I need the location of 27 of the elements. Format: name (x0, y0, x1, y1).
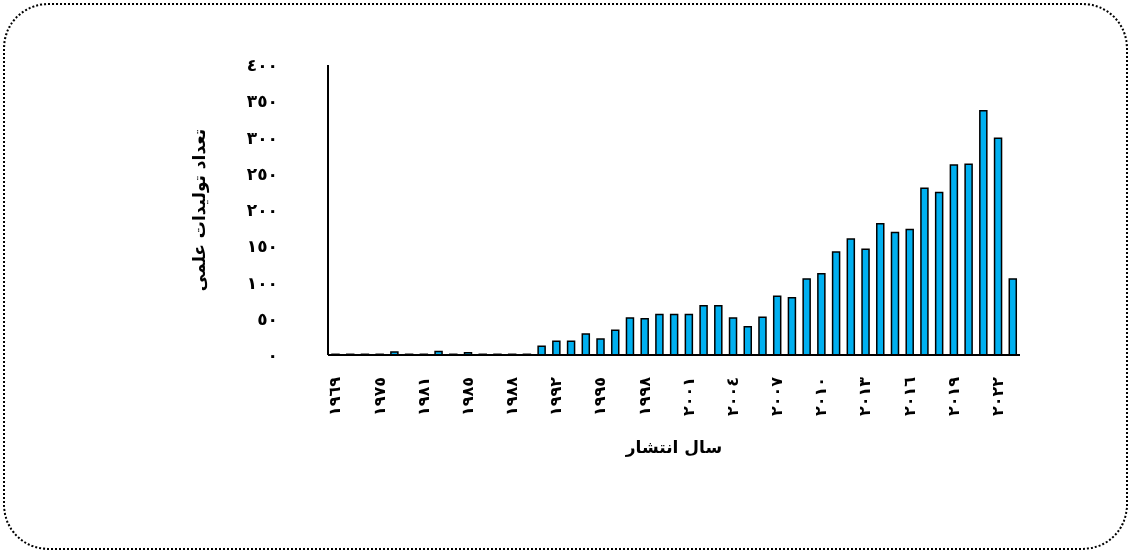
x-tick-label: ١٩٩٢ (546, 376, 566, 417)
x-tick-label: ٢٠١٠ (811, 377, 831, 417)
y-tick-label: ٣٥٠ (246, 91, 278, 112)
x-tick-label: ٢٠١٣ (855, 376, 875, 417)
x-tick-label: ١٩٩٥ (590, 377, 610, 417)
y-tick-label: ١٥٠ (246, 236, 278, 257)
x-tick-label: ٢٠١٩ (943, 376, 963, 417)
y-tick-label: ٣٠٠ (246, 127, 278, 148)
y-tick-label: ١٠٠ (246, 272, 278, 293)
x-tick-label: ٢٠٠١ (678, 377, 698, 417)
y-tick-label: ٥٠ (257, 308, 278, 329)
y-tick-label: ٤٠٠ (246, 55, 278, 76)
y-tick-label: ٢٠٠ (246, 200, 278, 221)
x-tick-label: ١٩٨٨ (502, 376, 522, 417)
x-tick-label: ١٩٨١ (413, 377, 433, 417)
y-tick-label: ٢٥٠ (246, 163, 278, 184)
x-tick-label: ١٩٩٨ (634, 376, 654, 417)
x-tick-label: ٢٠٠٤ (722, 377, 742, 417)
x-tick-label: ١٩٧٥ (369, 377, 389, 417)
x-tick-label: ١٩٦٩ (325, 376, 345, 417)
y-axis-title: تعداد تولیدات علمی (189, 128, 210, 292)
x-axis-title: سال انتشار (624, 437, 723, 457)
y-tick-label: ٠ (267, 345, 278, 366)
x-tick-label: ٢٠٠٧ (767, 376, 787, 417)
x-tick-label: ٢٠٢٢ (987, 376, 1007, 417)
x-tick-label: ١٩٨٥ (457, 377, 477, 417)
x-tick-label: ٢٠١٦ (899, 376, 919, 417)
